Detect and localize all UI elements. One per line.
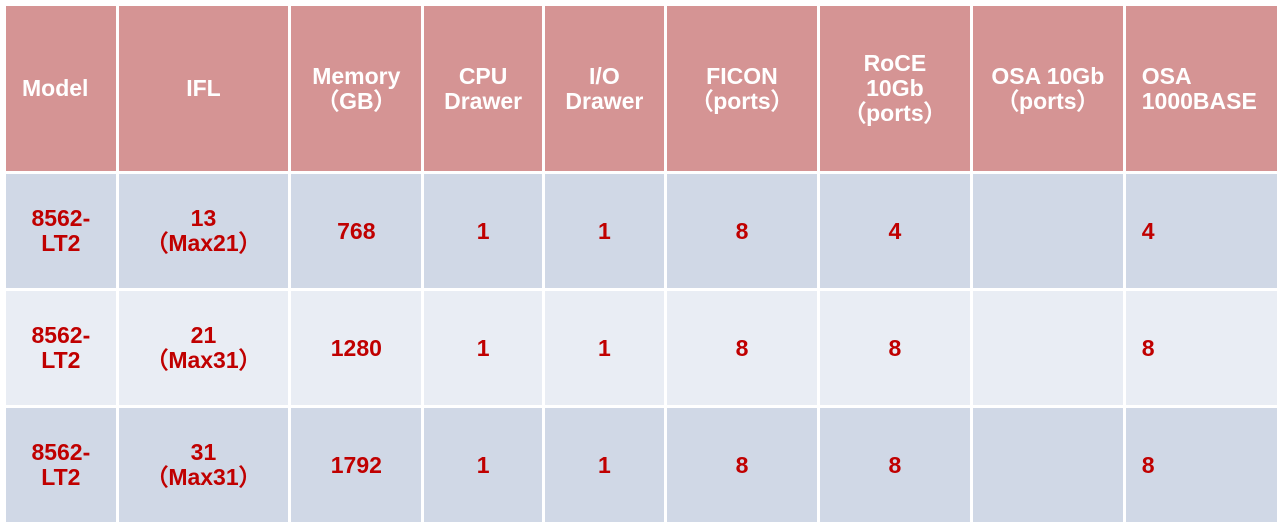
header-text: RoCE [863,50,927,76]
cell-text: 1 [476,334,490,361]
cell-memory: 768 [291,174,422,288]
cell-text: 13 [190,205,217,231]
cell-memory: 1280 [291,291,422,405]
cell-text: LT2 [41,464,81,490]
header-text: 1000BASE [1141,87,1257,114]
header-osa-1000base: OSA 1000BASE [1125,6,1277,171]
cell-text: 8 [888,334,902,361]
cell-io-drawer: 1 [544,291,664,405]
header-text: FICON [706,62,778,89]
cell-io-drawer: 1 [544,174,664,288]
cell-text: 1 [597,217,611,244]
header-roce: RoCE 10Gb （ports） [819,6,970,171]
cell-text: 21 [190,322,217,348]
header-text: （ports） [843,100,947,126]
header-cpu-drawer: CPU Drawer [424,6,542,171]
cell-text: 8562- [31,322,91,348]
header-text: CPU [458,62,508,89]
cell-text: 8 [1141,451,1155,478]
table-row: 8562- LT2 31 （Max31） 1792 1 1 8 8 8 [6,408,1277,522]
cell-osa-10gb [972,174,1123,288]
cell-roce: 8 [819,408,970,522]
cell-memory: 1792 [291,408,422,522]
cell-roce: 4 [819,174,970,288]
cell-text: 8 [735,334,749,361]
cell-ficon: 8 [667,291,817,405]
header-row: Model IFL Memory （GB） CPU Drawer I/O Drawer FICO… [6,6,1277,171]
cell-model: 8562- LT2 [6,174,116,288]
cell-ficon: 8 [667,174,817,288]
header-text: OSA 10Gb [991,62,1105,89]
table-row: 8562- LT2 13 （Max21） 768 1 1 8 4 4 [6,174,1277,288]
header-ficon: FICON （ports） [667,6,817,171]
cell-osa-10gb [972,291,1123,405]
header-text: （GB） [316,87,397,114]
header-model: Model [6,6,116,171]
cell-ifl: 13 （Max21） [118,174,289,288]
cell-osa-1000base: 8 [1125,408,1277,522]
header-text: Drawer [565,87,644,114]
cell-text: 8562- [31,439,91,465]
cell-osa-10gb [972,408,1123,522]
cell-text: （Max31） [145,464,262,490]
cell-cpu-drawer: 1 [424,291,542,405]
cell-text: 4 [1141,217,1155,244]
cell-text: 768 [337,217,376,244]
cell-osa-1000base: 8 [1125,291,1277,405]
header-text: OSA [1141,62,1192,89]
cell-text: 8 [888,451,902,478]
cell-text: 31 [190,439,217,465]
cell-text: 1 [597,451,611,478]
cell-text: （Max31） [145,347,262,373]
cell-ifl: 21 （Max31） [118,291,289,405]
table-row: 8562- LT2 21 （Max31） 1280 1 1 8 8 8 [6,291,1277,405]
cell-text: 1 [476,451,490,478]
cell-text: 8 [1141,334,1155,361]
cell-osa-1000base: 4 [1125,174,1277,288]
cell-text: 1 [476,217,490,244]
header-text: I/O [589,62,620,89]
cell-ifl: 31 （Max31） [118,408,289,522]
cell-text: 1 [597,334,611,361]
cell-text: 1280 [330,334,382,361]
header-text: Drawer [444,87,523,114]
header-ifl: IFL [118,6,289,171]
cell-roce: 8 [819,291,970,405]
cell-text: 8 [735,217,749,244]
header-osa-10gb: OSA 10Gb （ports） [972,6,1123,171]
header-text: Model [22,75,89,101]
cell-text: LT2 [41,347,81,373]
spec-table: Model IFL Memory （GB） CPU Drawer I/O Drawer FICO… [3,3,1277,525]
header-text: 10Gb [866,75,924,101]
cell-text: 8562- [31,205,91,231]
cell-model: 8562- LT2 [6,408,116,522]
cell-text: LT2 [41,230,81,256]
cell-text: （Max21） [145,230,262,256]
cell-text: 8 [735,451,749,478]
header-text: （ports） [996,87,1100,114]
header-text: Memory [312,62,401,89]
cell-cpu-drawer: 1 [424,174,542,288]
cell-ficon: 8 [667,408,817,522]
cell-text: 1792 [330,451,382,478]
cell-cpu-drawer: 1 [424,408,542,522]
cell-io-drawer: 1 [544,408,664,522]
header-memory: Memory （GB） [291,6,422,171]
header-text: （ports） [690,87,794,114]
cell-text: 4 [888,217,902,244]
header-io-drawer: I/O Drawer [544,6,664,171]
header-text: IFL [186,75,221,101]
cell-model: 8562- LT2 [6,291,116,405]
